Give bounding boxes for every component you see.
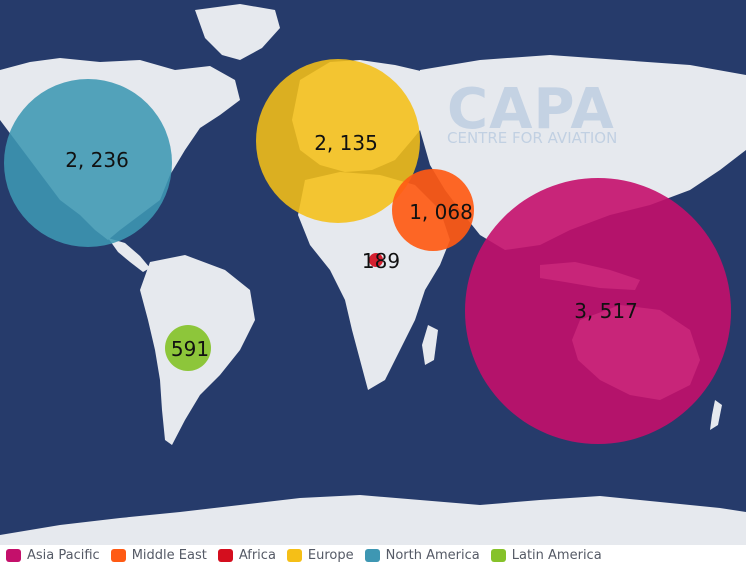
land-antarctica	[0, 495, 746, 545]
label-middle-east: 1, 068	[409, 200, 473, 224]
label-africa: 189	[362, 249, 400, 273]
legend-label: Latin America	[511, 548, 602, 563]
watermark-subtitle: CENTRE FOR AVIATION	[447, 129, 617, 147]
label-north-america: 2, 236	[65, 148, 129, 172]
legend-item-middle-east[interactable]: Middle East	[110, 548, 207, 563]
land-greenland	[195, 4, 280, 60]
legend-label: Middle East	[131, 548, 207, 563]
land-central-america	[108, 238, 150, 272]
bubble-africa	[369, 253, 383, 267]
label-asia-pacific: 3, 517	[574, 299, 638, 323]
legend-item-africa[interactable]: Africa	[217, 548, 276, 563]
legend-item-europe[interactable]: Europe	[286, 548, 354, 563]
legend-swatch	[286, 549, 302, 562]
bubbles	[4, 59, 731, 444]
legend-label: North America	[385, 548, 480, 563]
bubble-north-america	[4, 79, 172, 247]
label-latin-america: 591	[171, 337, 209, 361]
world-map: CAPA CENTRE FOR AVIATION 2, 236 2, 135 1…	[0, 0, 746, 545]
land-madagascar	[422, 325, 438, 365]
bubble-asia-pacific	[465, 178, 731, 444]
legend: Asia Pacific Middle East Africa Europe N…	[0, 545, 746, 566]
bubble-middle-east	[392, 169, 474, 251]
watermark-title: CAPA	[447, 77, 615, 142]
map-canvas: CAPA CENTRE FOR AVIATION 2, 236 2, 135 1…	[0, 0, 746, 545]
legend-item-latin-america[interactable]: Latin America	[490, 548, 602, 563]
legend-label: Asia Pacific	[27, 548, 100, 563]
legend-item-north-america[interactable]: North America	[364, 548, 480, 563]
legend-label: Europe	[307, 548, 354, 563]
legend-swatch	[110, 549, 126, 562]
legend-swatch	[217, 549, 233, 562]
bubble-labels: 2, 236 2, 135 1, 068 189 591 3, 517	[65, 131, 638, 361]
legend-item-asia-pacific[interactable]: Asia Pacific	[6, 548, 100, 563]
legend-swatch	[6, 549, 21, 562]
legend-swatch	[490, 549, 506, 562]
bubble-latin-america	[165, 325, 211, 371]
legend-label: Africa	[238, 548, 276, 563]
legend-swatch	[364, 549, 380, 562]
bubble-europe	[256, 59, 420, 223]
land-asia	[420, 55, 746, 250]
label-europe: 2, 135	[314, 131, 378, 155]
watermark: CAPA CENTRE FOR AVIATION	[447, 77, 617, 147]
land-new-zealand	[710, 400, 722, 430]
